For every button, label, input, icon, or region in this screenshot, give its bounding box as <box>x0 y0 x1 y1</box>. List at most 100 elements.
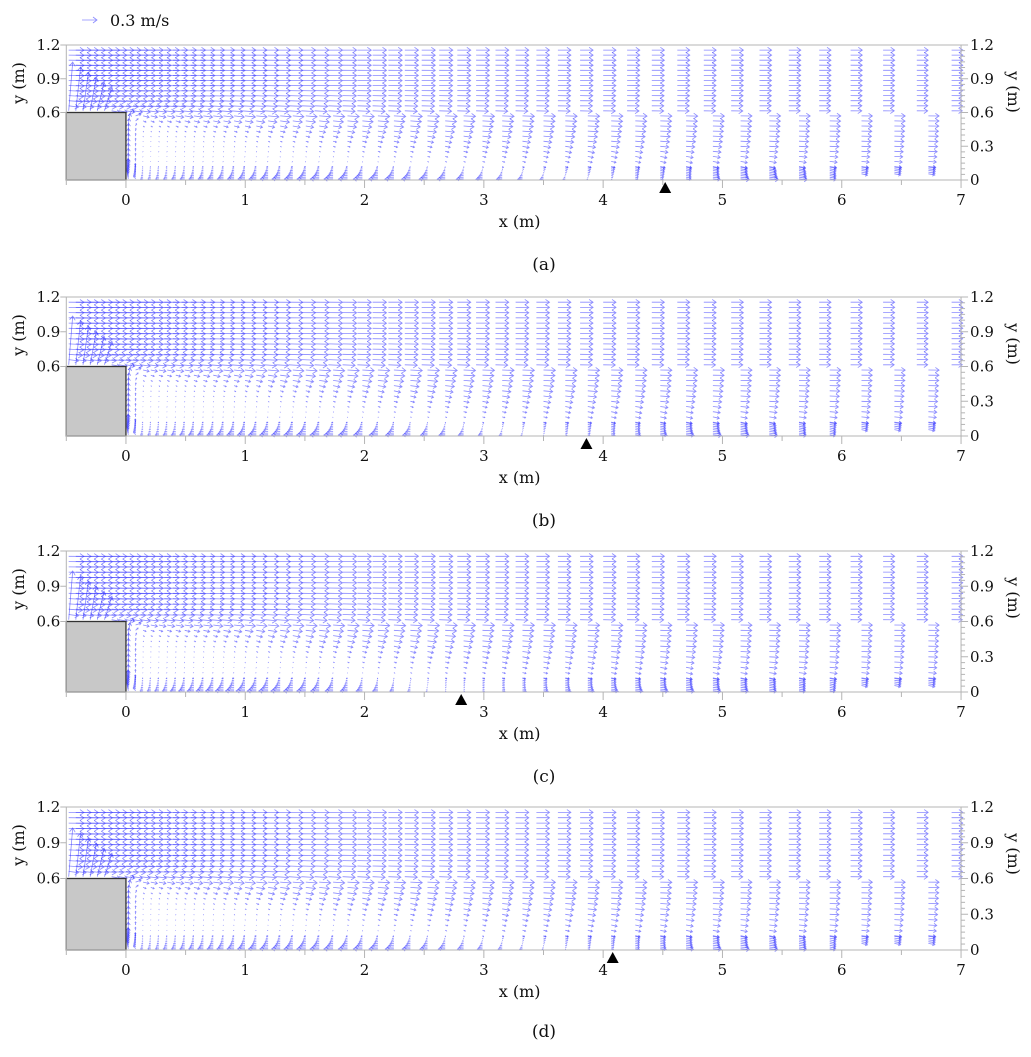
velocity-vector <box>543 681 548 684</box>
velocity-vector <box>209 606 225 613</box>
velocity-vector <box>262 429 269 434</box>
velocity-vector <box>342 563 358 571</box>
velocity-vector <box>788 553 802 560</box>
velocity-vector <box>421 309 436 316</box>
velocity-vector <box>404 46 420 54</box>
velocity-vector <box>287 684 293 688</box>
velocity-vector <box>769 169 777 174</box>
velocity-vector <box>798 372 811 379</box>
velocity-vector <box>515 51 530 59</box>
velocity-vector <box>210 681 214 684</box>
velocity-vector <box>635 366 648 374</box>
velocity-vector <box>423 172 428 176</box>
velocity-vector <box>297 431 306 436</box>
velocity-vector <box>928 118 940 124</box>
velocity-vector <box>314 584 330 592</box>
velocity-vector <box>357 579 372 586</box>
velocity-vector <box>388 102 403 110</box>
velocity-vector <box>357 304 372 311</box>
velocity-vector <box>788 335 802 342</box>
velocity-vector <box>883 563 896 571</box>
velocity-vector <box>731 616 744 623</box>
velocity-vector <box>233 651 236 653</box>
velocity-vector <box>392 424 395 426</box>
velocity-vector <box>861 388 873 394</box>
velocity-vector <box>482 394 491 400</box>
velocity-vector <box>627 579 641 586</box>
velocity-vector <box>347 666 350 669</box>
velocity-vector <box>543 139 553 145</box>
velocity-vector <box>759 335 773 342</box>
velocity-vector <box>603 314 617 322</box>
velocity-vector <box>740 415 748 420</box>
velocity-vector <box>111 103 125 110</box>
velocity-vector <box>476 595 491 602</box>
velocity-vector <box>377 384 387 389</box>
velocity-vector <box>829 627 842 634</box>
velocity-vector <box>75 357 87 364</box>
velocity-vector <box>341 687 348 691</box>
velocity-vector <box>407 427 411 430</box>
velocity-vector <box>302 169 306 172</box>
velocity-vector <box>182 679 185 682</box>
velocity-vector <box>457 600 472 608</box>
velocity-vector <box>230 362 244 369</box>
velocity-vector <box>388 325 403 332</box>
velocity-vector <box>319 373 330 379</box>
velocity-vector <box>536 335 550 342</box>
velocity-vector <box>167 114 176 120</box>
velocity-vector <box>861 648 872 655</box>
velocity-vector <box>280 634 288 639</box>
velocity-vector <box>427 666 431 669</box>
velocity-vector <box>712 676 720 681</box>
velocity-vector <box>388 108 402 115</box>
velocity-vector <box>407 690 411 692</box>
velocity-vector <box>372 52 388 59</box>
velocity-vector <box>288 299 304 306</box>
velocity-vector <box>495 600 510 608</box>
velocity-vector <box>557 335 572 342</box>
velocity-vector <box>316 168 320 170</box>
velocity-vector <box>502 155 507 159</box>
velocity-vector <box>627 92 641 99</box>
velocity-vector <box>314 606 329 613</box>
velocity-vector <box>894 420 903 425</box>
velocity-vector <box>495 340 510 348</box>
velocity-vector <box>587 394 598 400</box>
velocity-vector <box>203 390 205 392</box>
velocity-vector <box>377 395 384 399</box>
velocity-vector <box>372 563 388 571</box>
velocity-vector <box>587 682 593 686</box>
velocity-vector <box>344 681 348 683</box>
velocity-vector <box>362 633 373 639</box>
velocity-vector <box>502 681 505 684</box>
velocity-vector <box>175 623 185 629</box>
velocity-vector <box>445 118 458 125</box>
velocity-vector <box>686 671 694 676</box>
velocity-vector <box>463 638 474 645</box>
velocity-vector <box>357 319 372 327</box>
y-tick-label-left: 0.9 <box>36 70 60 88</box>
velocity-vector <box>218 430 224 433</box>
velocity-vector <box>660 144 670 150</box>
velocity-vector <box>280 373 291 379</box>
velocity-vector <box>712 388 724 394</box>
velocity-vector <box>404 62 420 69</box>
velocity-vector <box>209 428 214 431</box>
velocity-vector <box>181 173 185 175</box>
velocity-vector <box>301 57 317 64</box>
velocity-vector <box>404 361 418 369</box>
velocity-vector <box>482 400 490 404</box>
velocity-vector <box>476 107 490 115</box>
velocity-vector <box>788 595 802 602</box>
velocity-vector <box>829 149 840 155</box>
velocity-vector <box>299 685 306 690</box>
velocity-vector <box>587 677 593 680</box>
velocity-vector <box>819 72 832 79</box>
velocity-vector <box>515 92 530 99</box>
velocity-vector <box>557 600 572 608</box>
velocity-vector <box>301 574 317 581</box>
velocity-vector <box>495 563 510 571</box>
velocity-vector <box>404 174 411 178</box>
velocity-vector <box>174 424 176 426</box>
